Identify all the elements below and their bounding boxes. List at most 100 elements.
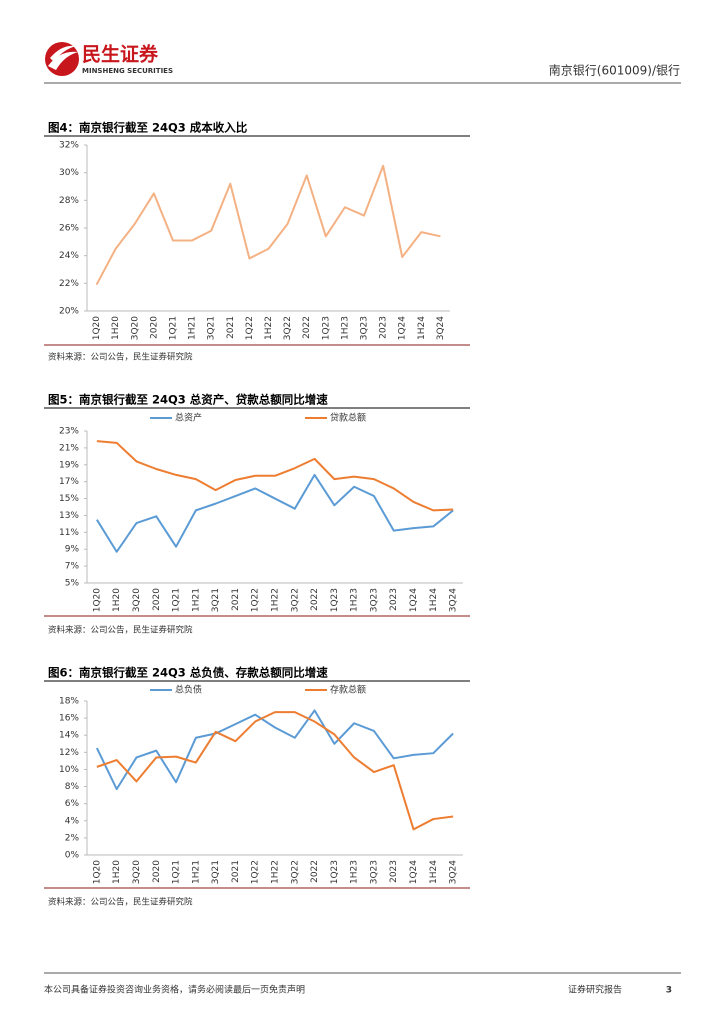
x-tick-label: 1Q23 xyxy=(330,588,340,612)
y-tick-label: 15% xyxy=(59,494,79,504)
brand: 民生证券 xyxy=(82,43,159,66)
legend-label: 存款总额 xyxy=(330,684,366,696)
x-tick-label: 1H20 xyxy=(112,860,122,884)
y-tick-label: 18% xyxy=(59,697,79,707)
x-tick-label: 3Q21 xyxy=(207,316,217,340)
x-tick-label: 3Q24 xyxy=(449,860,459,885)
y-tick-label: 10% xyxy=(59,765,79,775)
footer-label: 证券研究报告 xyxy=(568,984,622,996)
brand-en: MINSHENG SECURITIES xyxy=(82,67,173,75)
legend-label: 贷款总额 xyxy=(330,412,366,424)
x-tick-label: 1Q21 xyxy=(172,860,182,884)
legend-label: 总负债 xyxy=(175,684,202,696)
source-note: 资料来源：公司公告，民生证券研究院 xyxy=(48,625,193,636)
legend-label: 总资产 xyxy=(175,412,202,424)
y-tick-label: 4% xyxy=(65,816,80,826)
y-tick-label: 30% xyxy=(59,168,79,178)
x-tick-label: 1H24 xyxy=(429,860,439,884)
series-line xyxy=(96,440,454,512)
x-tick-label: 3Q23 xyxy=(369,588,379,612)
y-tick-label: 26% xyxy=(59,224,79,234)
x-tick-label: 1Q23 xyxy=(330,860,340,884)
x-tick-label: 1Q23 xyxy=(321,316,331,340)
y-tick-label: 12% xyxy=(59,748,79,758)
x-tick-label: 1H23 xyxy=(350,860,360,884)
y-tick-label: 32% xyxy=(59,141,79,151)
y-tick-label: 9% xyxy=(65,545,80,555)
x-tick-label: 1H23 xyxy=(340,316,350,340)
x-tick-label: 1H22 xyxy=(271,588,281,612)
x-tick-label: 3Q23 xyxy=(369,860,379,884)
y-tick-label: 14% xyxy=(59,731,79,741)
x-tick-label: 2022 xyxy=(302,316,312,339)
y-tick-label: 5% xyxy=(65,579,80,589)
x-tick-label: 1Q24 xyxy=(409,588,419,613)
x-tick-label: 1H23 xyxy=(350,588,360,612)
x-tick-label: 2020 xyxy=(152,860,162,883)
y-tick-label: 11% xyxy=(59,528,79,538)
x-tick-label: 2021 xyxy=(231,588,241,611)
x-tick-label: 3Q23 xyxy=(360,316,370,340)
x-tick-label: 1Q22 xyxy=(251,588,261,612)
chart-title: 图4：南京银行截至 24Q3 成本收入比 xyxy=(48,121,248,135)
x-tick-label: 3Q22 xyxy=(290,588,300,612)
x-tick-label: 1H22 xyxy=(264,316,274,340)
series-line xyxy=(96,473,454,553)
x-tick-label: 1Q21 xyxy=(168,316,178,340)
page-number: 3 xyxy=(666,986,672,996)
chart-title: 图6：南京银行截至 24Q3 总负债、存款总额同比增速 xyxy=(48,666,328,680)
x-tick-label: 1H22 xyxy=(271,860,281,884)
x-tick-label: 3Q21 xyxy=(211,588,221,612)
x-tick-label: 2022 xyxy=(310,588,320,611)
x-tick-label: 1Q20 xyxy=(92,316,102,341)
report-name: 南京银行(601009)/银行 xyxy=(549,63,680,78)
x-tick-label: 2020 xyxy=(152,588,162,611)
y-tick-label: 6% xyxy=(65,799,80,809)
x-tick-label: 2021 xyxy=(226,316,236,339)
y-tick-label: 17% xyxy=(59,477,79,487)
series-line xyxy=(95,709,454,791)
y-tick-label: 22% xyxy=(59,279,79,289)
y-tick-label: 0% xyxy=(65,851,80,861)
y-tick-label: 28% xyxy=(59,196,79,206)
x-tick-label: 1Q22 xyxy=(251,860,261,884)
chart-title: 图5：南京银行截至 24Q3 总资产、贷款总额同比增速 xyxy=(48,393,328,407)
x-tick-label: 1H20 xyxy=(112,588,122,612)
x-tick-label: 2020 xyxy=(149,316,159,339)
x-tick-label: 3Q22 xyxy=(290,860,300,884)
x-tick-label: 1H21 xyxy=(191,588,201,612)
x-tick-label: 2022 xyxy=(310,860,320,883)
y-tick-label: 13% xyxy=(59,511,79,521)
x-tick-label: 1H21 xyxy=(191,860,201,884)
y-tick-label: 20% xyxy=(59,307,79,317)
x-tick-label: 2021 xyxy=(231,860,241,883)
y-tick-label: 24% xyxy=(59,251,79,261)
y-tick-label: 19% xyxy=(59,460,79,470)
x-tick-label: 1Q22 xyxy=(245,316,255,340)
series-line xyxy=(95,164,441,286)
source-note: 资料来源：公司公告，民生证券研究院 xyxy=(48,352,193,363)
x-tick-label: 1Q20 xyxy=(92,588,102,613)
y-tick-label: 8% xyxy=(65,782,80,792)
y-tick-label: 2% xyxy=(65,833,80,843)
x-tick-label: 2023 xyxy=(379,316,389,339)
x-tick-label: 3Q20 xyxy=(132,588,142,613)
x-tick-label: 3Q22 xyxy=(283,316,293,340)
x-tick-label: 1H21 xyxy=(188,316,198,340)
series-line xyxy=(96,711,454,831)
x-tick-label: 1H24 xyxy=(417,316,427,340)
y-tick-label: 23% xyxy=(59,427,79,437)
logo xyxy=(45,42,79,76)
x-tick-label: 3Q24 xyxy=(436,316,446,341)
x-tick-label: 3Q24 xyxy=(449,588,459,613)
x-tick-label: 1Q21 xyxy=(172,588,182,612)
x-tick-label: 1Q24 xyxy=(409,860,419,885)
x-tick-label: 3Q20 xyxy=(132,860,142,885)
disclaimer: 本公司具备证券投资咨询业务资格，请务必阅读最后一页免责声明 xyxy=(44,984,305,996)
x-tick-label: 2023 xyxy=(389,860,399,883)
x-tick-label: 3Q20 xyxy=(130,316,140,341)
x-tick-label: 2023 xyxy=(389,588,399,611)
y-tick-label: 7% xyxy=(65,562,80,572)
